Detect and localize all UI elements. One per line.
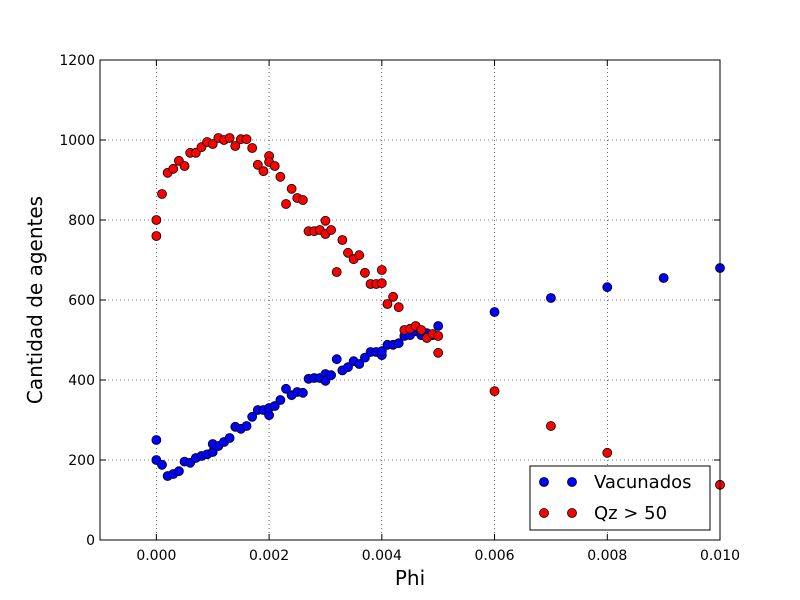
x-tick-label: 0.010 <box>700 548 740 564</box>
point-qz50 <box>331 267 342 277</box>
point-qz50 <box>224 133 235 143</box>
point-qz50 <box>354 250 365 261</box>
point-qz50 <box>388 291 398 302</box>
point-vacunados <box>224 433 235 443</box>
point-qz50 <box>258 166 269 177</box>
y-tick-label: 1200 <box>59 53 95 69</box>
legend-marker <box>539 508 549 518</box>
point-vacunados <box>354 359 365 369</box>
point-vacunados <box>658 273 669 283</box>
point-qz50 <box>207 139 218 149</box>
point-vacunados <box>281 383 291 394</box>
x-tick-label: 0.002 <box>249 548 289 564</box>
point-vacunados <box>489 307 500 317</box>
point-qz50 <box>360 267 370 278</box>
legend-label: Qz > 50 <box>594 503 667 524</box>
point-qz50 <box>157 189 167 199</box>
point-vacunados <box>433 321 444 331</box>
point-qz50 <box>489 386 500 397</box>
y-tick-label: 200 <box>68 453 95 469</box>
x-axis-label: Phi <box>395 566 425 590</box>
legend-marker <box>567 477 577 487</box>
point-qz50 <box>393 302 404 313</box>
point-vacunados <box>241 421 252 431</box>
point-qz50 <box>602 447 613 458</box>
point-vacunados <box>157 459 167 470</box>
legend-label: Vacunados <box>594 472 692 493</box>
point-qz50 <box>275 171 286 182</box>
point-vacunados <box>247 411 258 422</box>
x-tick-label: 0.004 <box>362 548 402 564</box>
point-qz50 <box>269 161 280 171</box>
point-qz50 <box>230 141 241 151</box>
point-qz50 <box>298 195 308 205</box>
point-qz50 <box>433 331 444 341</box>
point-qz50 <box>179 161 190 171</box>
point-qz50 <box>151 215 162 225</box>
point-vacunados <box>331 354 342 365</box>
x-tick-label: 0.006 <box>474 548 514 564</box>
legend-box <box>529 465 711 531</box>
point-qz50 <box>376 265 387 275</box>
y-tick-label: 600 <box>68 293 95 309</box>
y-axis-label: Cantidad de agentes <box>23 196 47 404</box>
point-vacunados <box>326 370 336 381</box>
point-vacunados <box>151 435 162 445</box>
point-vacunados <box>174 466 184 477</box>
y-tick-label: 0 <box>86 533 95 549</box>
data-points <box>151 133 725 490</box>
legend: Vacunados Qz > 50 <box>529 465 711 531</box>
point-qz50 <box>247 143 258 153</box>
axis-ticks: 0.000 0.002 0.004 0.006 0.008 0.010 0 200 400 600… <box>59 53 740 564</box>
point-qz50 <box>433 347 444 358</box>
point-qz50 <box>416 325 427 335</box>
point-qz50 <box>376 278 387 289</box>
point-qz50 <box>151 231 162 241</box>
legend-marker <box>539 477 549 487</box>
point-vacunados <box>602 282 613 293</box>
point-qz50 <box>320 215 331 226</box>
point-qz50 <box>382 299 393 309</box>
point-qz50 <box>326 225 336 235</box>
y-tick-label: 800 <box>68 213 95 229</box>
point-vacunados <box>546 293 556 303</box>
point-vacunados <box>275 395 286 405</box>
point-qz50 <box>343 247 353 258</box>
point-vacunados <box>298 387 308 398</box>
point-qz50 <box>241 134 252 145</box>
point-qz50 <box>168 163 179 174</box>
x-tick-label: 0.008 <box>587 548 627 564</box>
x-tick-label: 0.000 <box>136 548 176 564</box>
point-vacunados <box>393 338 404 349</box>
y-tick-label: 400 <box>68 373 95 389</box>
point-qz50 <box>337 235 348 245</box>
y-tick-label: 1000 <box>59 133 95 149</box>
point-vacunados <box>343 362 353 373</box>
point-qz50 <box>286 183 297 194</box>
point-qz50 <box>252 159 263 170</box>
point-qz50 <box>281 199 291 209</box>
point-vacunados <box>269 401 280 411</box>
point-vacunados <box>376 346 387 357</box>
point-qz50 <box>546 421 556 431</box>
legend-marker <box>567 508 577 518</box>
